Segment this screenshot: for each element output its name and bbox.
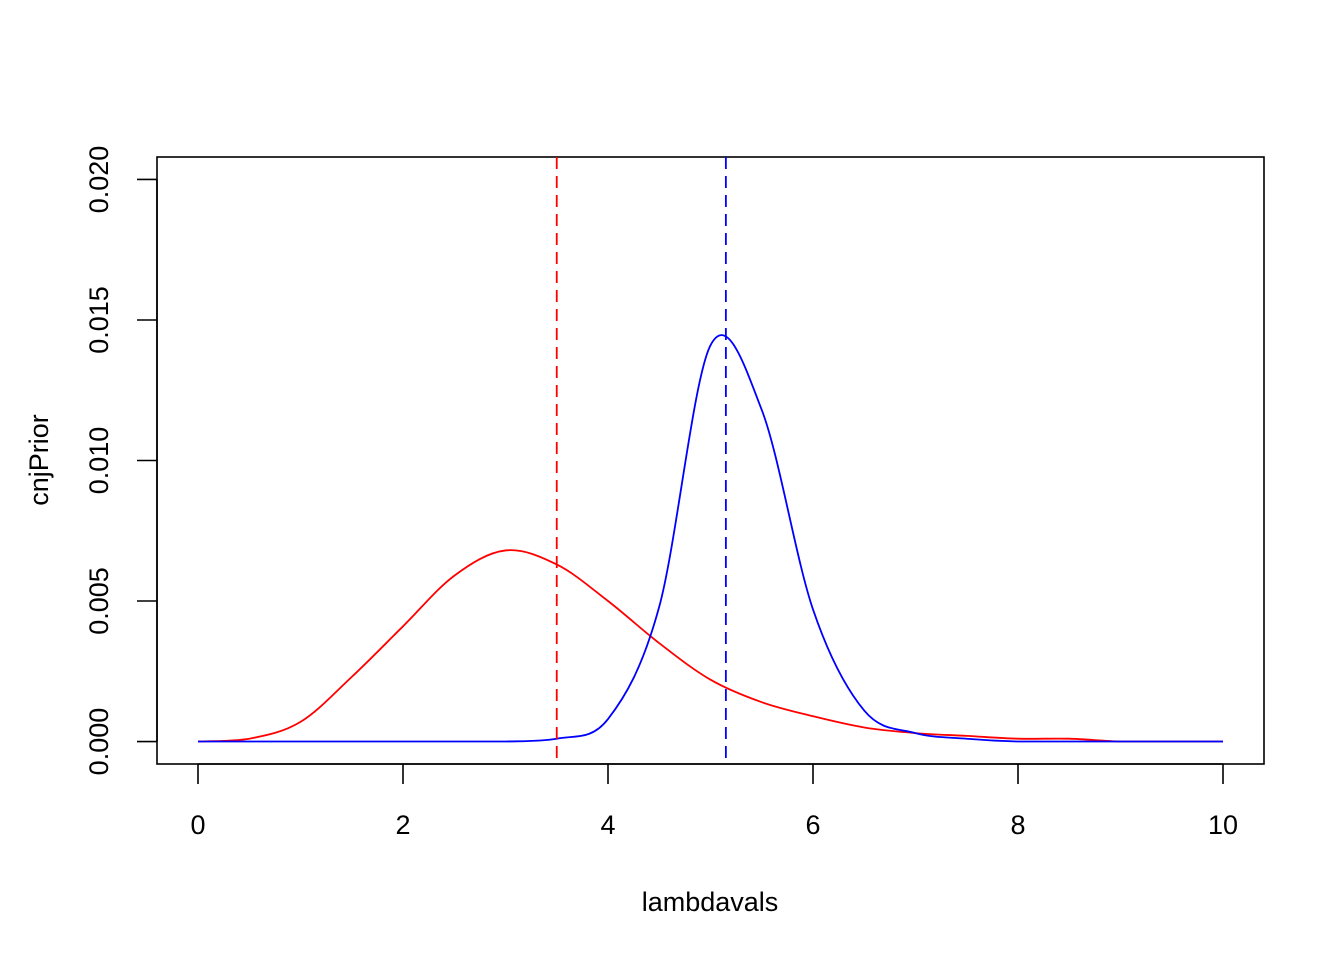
- y-tick-label: 0.000: [84, 708, 114, 776]
- x-axis-label: lambdavals: [642, 887, 779, 917]
- y-tick-label: 0.020: [84, 146, 114, 214]
- plot-frame: [156, 156, 1265, 765]
- y-axis: 0.000 0.005 0.010 0.015 0.020: [84, 146, 158, 776]
- x-tick-label: 8: [1010, 810, 1025, 840]
- x-tick-label: 10: [1208, 810, 1238, 840]
- x-tick-label: 0: [190, 810, 205, 840]
- y-tick-label: 0.010: [84, 427, 114, 495]
- y-axis-label: cnjPrior: [24, 414, 54, 506]
- y-tick-label: 0.015: [84, 286, 114, 354]
- series-line-1: [197, 549, 1223, 743]
- plot-lines: [197, 157, 1223, 764]
- x-axis: 0 2 4 6 8 10: [190, 763, 1238, 840]
- y-tick-label: 0.005: [84, 567, 114, 635]
- x-tick-label: 6: [805, 810, 820, 840]
- x-tick-label: 4: [600, 810, 615, 840]
- x-tick-label: 2: [395, 810, 410, 840]
- series-line-2: [197, 334, 1223, 743]
